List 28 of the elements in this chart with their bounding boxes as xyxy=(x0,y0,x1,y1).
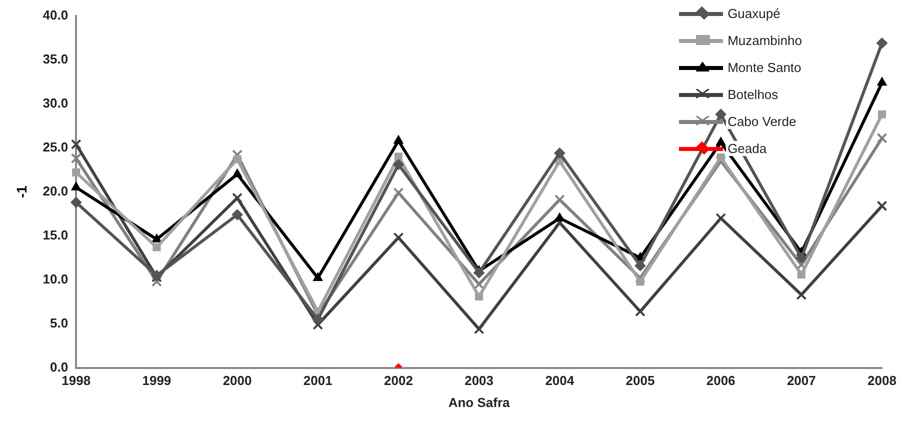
y-tick-label: 5.0 xyxy=(50,315,68,330)
x-tick-label: 2008 xyxy=(868,373,896,388)
x-tick-label: 2005 xyxy=(626,373,655,388)
x-tick-label: 2007 xyxy=(786,373,816,388)
x-tick-label: 2001 xyxy=(303,373,332,388)
legend-label: Monte Santo xyxy=(726,60,804,75)
x-tick-label: 1999 xyxy=(142,373,172,388)
legend-label: Geada xyxy=(726,141,769,156)
y-tick-label: 0.0 xyxy=(50,359,68,374)
y-tick-label: 30.0 xyxy=(42,95,68,110)
x-tick-label: 2003 xyxy=(464,373,494,388)
legend-label: Botelhos xyxy=(726,87,780,102)
x-tick-label: 2000 xyxy=(222,373,252,388)
legend-label: Cabo Verde xyxy=(726,114,798,129)
x-axis-title: Ano Safra xyxy=(448,394,511,410)
x-tick-label: 2004 xyxy=(545,373,575,388)
x-tick-label: 1998 xyxy=(62,373,91,388)
y-tick-label: 35.0 xyxy=(42,51,68,66)
y-tick-label: 10.0 xyxy=(42,271,68,286)
x-tick-label: 2006 xyxy=(706,373,736,388)
y-tick-label: 20.0 xyxy=(42,183,68,198)
y-tick-label: 15.0 xyxy=(42,227,68,242)
legend-label: Guaxupé xyxy=(726,6,782,21)
x-tick-label: 2002 xyxy=(384,373,413,388)
y-axis-title: -1 xyxy=(13,185,30,198)
y-tick-label: 25.0 xyxy=(42,139,68,154)
y-tick-label: 40.0 xyxy=(42,7,68,22)
legend-label: Muzambinho xyxy=(726,33,804,48)
